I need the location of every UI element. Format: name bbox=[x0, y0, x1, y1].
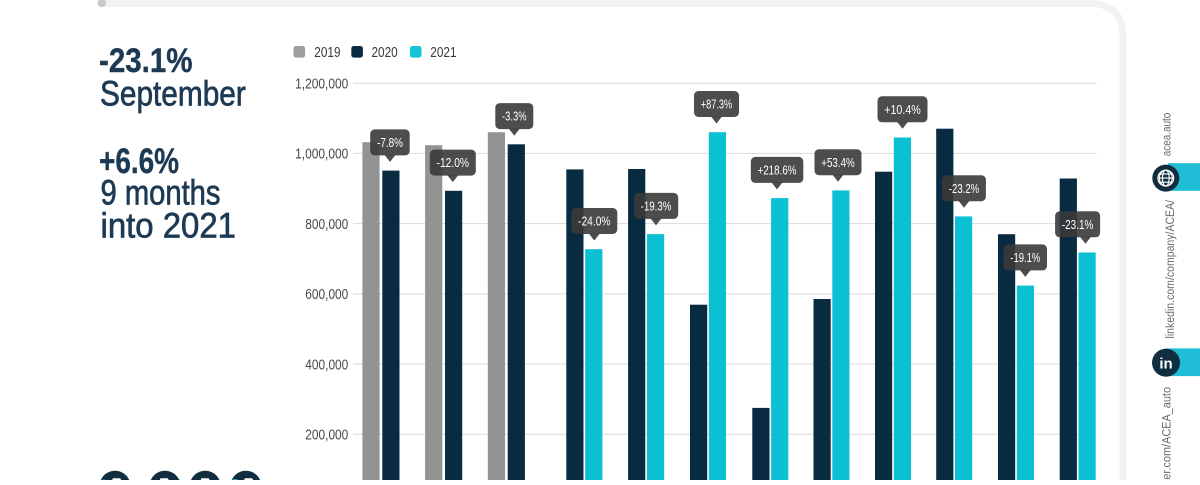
svg-text:September: September bbox=[100, 75, 246, 114]
svg-text:twitter.com/ACEA_auto: twitter.com/ACEA_auto bbox=[1162, 387, 1174, 480]
svg-text:+10.4%: +10.4% bbox=[884, 103, 921, 117]
svg-text:-23.1%: -23.1% bbox=[1062, 218, 1094, 232]
svg-text:200,000: 200,000 bbox=[305, 428, 348, 444]
svg-text:9 months: 9 months bbox=[101, 174, 221, 213]
svg-text:+6.6%: +6.6% bbox=[99, 142, 179, 181]
svg-text:-19.1%: -19.1% bbox=[1010, 251, 1040, 265]
svg-text:-7.8%: -7.8% bbox=[377, 136, 403, 150]
svg-text:in: in bbox=[1159, 356, 1172, 373]
svg-text:-23.1%: -23.1% bbox=[99, 42, 193, 80]
svg-text:acea.auto: acea.auto bbox=[1162, 113, 1174, 157]
svg-text:-3.3%: -3.3% bbox=[502, 110, 527, 124]
svg-text:+87.3%: +87.3% bbox=[701, 98, 733, 112]
svg-text:1,000,000: 1,000,000 bbox=[295, 147, 348, 163]
svg-text:600,000: 600,000 bbox=[305, 287, 348, 303]
svg-text:linkedin.com/company/ACEA/: linkedin.com/company/ACEA/ bbox=[1165, 199, 1177, 338]
svg-text:2021: 2021 bbox=[430, 45, 456, 61]
svg-text:-24.0%: -24.0% bbox=[578, 215, 611, 229]
svg-text:+53.4%: +53.4% bbox=[821, 156, 855, 170]
svg-text:400,000: 400,000 bbox=[305, 357, 348, 373]
svg-text:800,000: 800,000 bbox=[305, 217, 348, 233]
svg-text:+218.6%: +218.6% bbox=[758, 164, 797, 178]
svg-text:-12.0%: -12.0% bbox=[437, 156, 470, 170]
svg-text:-19.3%: -19.3% bbox=[641, 200, 672, 214]
svg-text:-23.2%: -23.2% bbox=[949, 182, 979, 196]
svg-text:into 2021: into 2021 bbox=[101, 206, 237, 245]
svg-text:2019: 2019 bbox=[314, 45, 340, 61]
svg-text:1,200,000: 1,200,000 bbox=[295, 77, 348, 93]
svg-text:2020: 2020 bbox=[372, 45, 398, 61]
